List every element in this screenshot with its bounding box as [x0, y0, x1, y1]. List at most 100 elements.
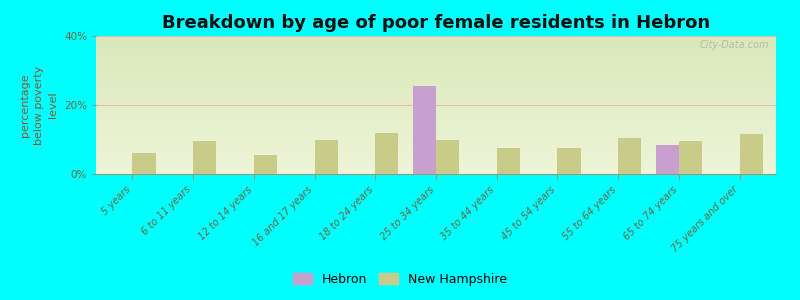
- Bar: [96, 158, 776, 159]
- Bar: [96, 127, 776, 128]
- Bar: [96, 132, 776, 133]
- Bar: [96, 82, 776, 83]
- Bar: [96, 162, 776, 163]
- Bar: [96, 86, 776, 87]
- Bar: [96, 139, 776, 140]
- Bar: [96, 124, 776, 125]
- Bar: [739, 134, 762, 174]
- Bar: [96, 95, 776, 96]
- Bar: [96, 87, 776, 88]
- Bar: [96, 169, 776, 170]
- Bar: [96, 105, 776, 106]
- Bar: [96, 126, 776, 127]
- Bar: [96, 107, 776, 108]
- Bar: [133, 153, 155, 174]
- Bar: [96, 68, 776, 69]
- Bar: [96, 118, 776, 119]
- Bar: [96, 39, 776, 40]
- Bar: [96, 40, 776, 41]
- Bar: [96, 62, 776, 63]
- Bar: [656, 145, 679, 174]
- Bar: [96, 101, 776, 102]
- Bar: [96, 149, 776, 150]
- Title: Breakdown by age of poor female residents in Hebron: Breakdown by age of poor female resident…: [162, 14, 710, 32]
- Bar: [96, 141, 776, 142]
- Bar: [96, 76, 776, 77]
- Bar: [96, 46, 776, 47]
- Bar: [96, 161, 776, 162]
- Bar: [96, 90, 776, 91]
- Bar: [96, 98, 776, 99]
- Bar: [96, 83, 776, 84]
- Bar: [96, 109, 776, 110]
- Bar: [96, 64, 776, 65]
- Bar: [96, 156, 776, 157]
- Bar: [96, 112, 776, 113]
- Bar: [96, 150, 776, 151]
- Bar: [96, 75, 776, 76]
- Bar: [96, 119, 776, 120]
- Bar: [96, 147, 776, 148]
- Bar: [96, 51, 776, 52]
- Bar: [96, 61, 776, 62]
- Bar: [96, 52, 776, 53]
- Bar: [96, 160, 776, 161]
- Bar: [96, 121, 776, 122]
- Bar: [96, 94, 776, 95]
- Bar: [497, 148, 520, 174]
- Bar: [96, 108, 776, 109]
- Bar: [96, 144, 776, 145]
- Bar: [96, 58, 776, 59]
- Bar: [96, 97, 776, 98]
- Bar: [96, 65, 776, 66]
- Bar: [96, 48, 776, 49]
- Bar: [96, 151, 776, 152]
- Bar: [96, 134, 776, 135]
- Bar: [96, 55, 776, 56]
- Bar: [96, 110, 776, 111]
- Bar: [96, 116, 776, 117]
- Bar: [96, 80, 776, 81]
- Bar: [96, 41, 776, 42]
- Bar: [96, 96, 776, 97]
- Bar: [96, 154, 776, 155]
- Bar: [96, 159, 776, 160]
- Bar: [96, 53, 776, 54]
- Bar: [96, 113, 776, 114]
- Bar: [96, 61, 776, 62]
- Bar: [96, 136, 776, 137]
- Bar: [96, 103, 776, 104]
- Bar: [96, 135, 776, 136]
- Bar: [618, 138, 642, 174]
- Bar: [96, 42, 776, 43]
- Bar: [96, 128, 776, 129]
- Bar: [96, 69, 776, 70]
- Bar: [96, 81, 776, 82]
- Bar: [96, 171, 776, 172]
- Bar: [96, 85, 776, 86]
- Bar: [96, 137, 776, 138]
- Bar: [96, 152, 776, 153]
- Bar: [96, 167, 776, 168]
- Bar: [96, 122, 776, 123]
- Bar: [96, 120, 776, 121]
- Bar: [375, 133, 398, 174]
- Bar: [96, 38, 776, 39]
- Bar: [254, 155, 277, 174]
- Bar: [96, 164, 776, 165]
- Bar: [96, 133, 776, 134]
- Bar: [96, 100, 776, 101]
- Bar: [96, 153, 776, 154]
- Bar: [96, 130, 776, 131]
- Bar: [96, 168, 776, 169]
- Bar: [96, 148, 776, 149]
- Bar: [96, 60, 776, 61]
- Bar: [96, 155, 776, 156]
- Bar: [96, 173, 776, 174]
- Bar: [96, 166, 776, 167]
- Bar: [96, 123, 776, 124]
- Bar: [96, 63, 776, 64]
- Bar: [436, 140, 459, 174]
- Bar: [96, 74, 776, 75]
- Bar: [96, 54, 776, 55]
